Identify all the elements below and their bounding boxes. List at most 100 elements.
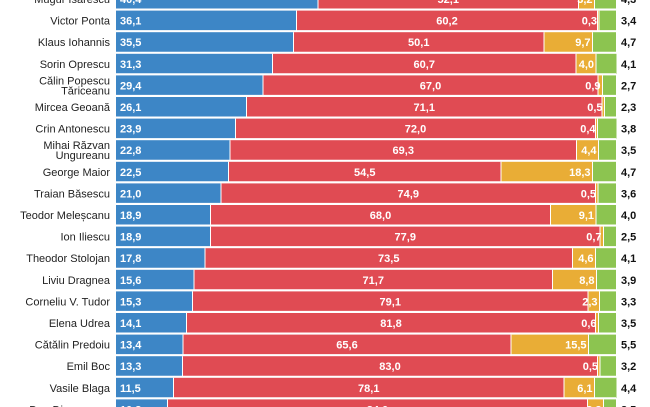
data-label: 40,4	[120, 0, 142, 6]
bar-segment	[116, 97, 247, 117]
category-label: Dan Diaconescu	[29, 404, 110, 407]
bar-segment	[572, 248, 596, 269]
bar-row: Mihai Răzvan Ungureanu 22,8 69,3 4,4 3,5	[43, 140, 636, 162]
data-label: 15,6	[120, 275, 141, 287]
bar-segment	[602, 75, 616, 96]
bar-segment	[183, 334, 511, 355]
bar-segment	[186, 313, 596, 333]
data-label: 21,0	[120, 188, 141, 200]
bar-row: Teodor Meleșcanu 18,9 68,0 9,1 4,0	[20, 205, 636, 226]
data-label: 78,1	[358, 383, 379, 395]
data-label: 3,3	[621, 296, 636, 308]
data-label: 4,0	[621, 210, 636, 222]
bar-segment	[576, 53, 596, 74]
data-label: 9,1	[579, 210, 594, 222]
data-label: 15,3	[120, 296, 141, 308]
bar-segment	[596, 53, 617, 74]
data-label: 0,3	[582, 16, 597, 28]
bar-segment	[230, 140, 577, 161]
category-label: Emil Boc	[67, 361, 111, 373]
bar-segment	[116, 248, 205, 269]
data-label: 4,7	[621, 167, 636, 179]
bar-segment	[578, 0, 595, 9]
data-label: 74,9	[398, 188, 419, 200]
bar-segment	[597, 118, 617, 139]
bar-segment	[116, 205, 211, 225]
bar-segment	[116, 377, 174, 398]
data-label: 4,4	[581, 145, 597, 157]
category-label: Klaus Iohannis	[38, 37, 111, 49]
bar-segment	[602, 97, 605, 117]
data-label: 4,0	[579, 59, 594, 71]
bar-segment	[116, 75, 263, 96]
data-label: 69,3	[393, 145, 414, 157]
data-label: 13,3	[120, 361, 141, 373]
data-label: 9,7	[575, 37, 590, 49]
category-label: Victor Ponta	[50, 16, 111, 28]
bar-segment	[116, 161, 229, 182]
bar-segment	[221, 183, 596, 204]
category-label: Theodor Stolojan	[26, 253, 110, 265]
bar-segment	[210, 205, 551, 225]
data-label: 3,2	[577, 0, 592, 6]
bar-segment	[272, 53, 576, 74]
category-label: George Maior	[43, 167, 111, 179]
bar-row: Traian Băsescu 21,0 74,9 0,5 3,6	[34, 183, 636, 204]
data-label: 60,2	[436, 16, 457, 28]
bar-segment	[116, 356, 183, 377]
bar-segment	[116, 0, 318, 9]
bar-segment	[511, 334, 589, 355]
bar-segment	[597, 10, 599, 31]
bar-row: Mircea Geoană 26,1 71,1 0,5 2,3	[35, 97, 636, 118]
data-label: 50,1	[408, 37, 429, 49]
bar-segment	[116, 334, 183, 355]
bar-segment	[592, 32, 616, 53]
bar-segment	[116, 183, 221, 204]
data-label: 17,8	[120, 253, 141, 265]
bar-segment	[594, 377, 617, 398]
bar-row: Sorin Oprescu 31,3 60,7 4,0 4,1	[40, 53, 636, 75]
data-label: 4,3	[621, 0, 636, 6]
bar-segment	[116, 118, 236, 139]
bar-segment	[552, 269, 597, 290]
category-label: Elena Udrea	[49, 318, 111, 330]
data-label: 18,9	[120, 232, 141, 244]
bar-segment	[173, 377, 564, 398]
category-label: Cătălin Predoiu	[35, 340, 110, 352]
data-label: 35,5	[120, 37, 141, 49]
bar-segment	[597, 356, 600, 377]
bar-segment	[588, 334, 616, 355]
bar-segment	[293, 32, 544, 53]
data-label: 0,9	[585, 80, 600, 92]
bar-segment	[501, 161, 593, 182]
data-label: 26,1	[120, 102, 141, 114]
bar-segment	[205, 248, 573, 269]
bar-segment	[116, 269, 194, 290]
category-label: Călin Popescu Tăriceanu	[39, 75, 110, 97]
data-label: 79,1	[380, 296, 401, 308]
data-label: 22,5	[120, 167, 141, 179]
bar-segment	[116, 140, 230, 161]
data-label: 3,8	[621, 124, 636, 136]
data-label: 60,7	[414, 59, 435, 71]
data-label: 0,5	[587, 102, 602, 114]
data-label: 0,4	[580, 124, 596, 136]
bar-segment	[596, 269, 616, 290]
data-label: 23,9	[120, 124, 141, 136]
bar-segment	[595, 118, 598, 139]
bar-segment	[564, 377, 595, 398]
bar-segment	[210, 226, 600, 247]
data-label: 3,9	[621, 275, 636, 287]
data-label: 3,2	[621, 361, 636, 373]
bar-segment	[598, 75, 603, 96]
category-label: Vasile Blaga	[50, 383, 111, 395]
category-label: Mugur Isărescu	[34, 0, 110, 6]
data-label: 29,4	[120, 80, 142, 92]
data-label: 18,3	[569, 167, 590, 179]
data-label: 2,3	[621, 102, 636, 114]
data-label: 68,0	[370, 210, 391, 222]
data-label: 81,8	[380, 318, 401, 330]
data-label: 3,6	[621, 188, 636, 200]
data-label: 15,5	[565, 340, 586, 352]
